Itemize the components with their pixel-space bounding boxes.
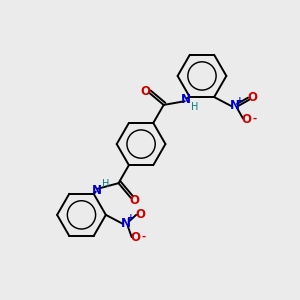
Text: O: O bbox=[247, 91, 257, 103]
Text: O: O bbox=[242, 112, 252, 126]
Text: O: O bbox=[140, 85, 150, 98]
Text: N: N bbox=[121, 217, 131, 230]
Text: +: + bbox=[236, 95, 243, 104]
Text: O: O bbox=[135, 208, 145, 221]
Text: -: - bbox=[253, 113, 257, 124]
Text: H: H bbox=[103, 179, 110, 189]
Text: O: O bbox=[130, 194, 140, 207]
Text: H: H bbox=[190, 102, 198, 112]
Text: +: + bbox=[127, 213, 135, 222]
Text: N: N bbox=[230, 99, 240, 112]
Text: N: N bbox=[181, 93, 190, 106]
Text: -: - bbox=[141, 232, 146, 242]
Text: O: O bbox=[130, 231, 141, 244]
Text: N: N bbox=[92, 184, 102, 197]
